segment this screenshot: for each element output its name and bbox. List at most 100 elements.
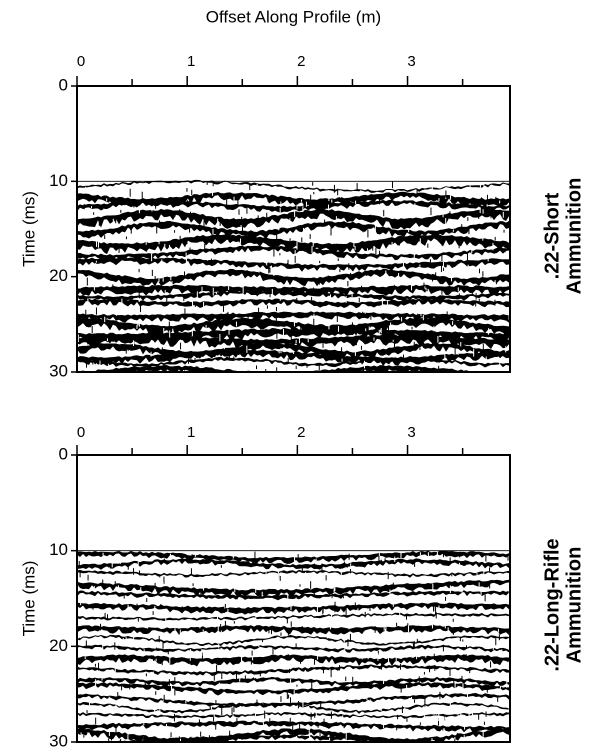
speckle (483, 570, 485, 575)
speckle (387, 300, 389, 306)
speckle (219, 220, 221, 227)
speckle (112, 218, 114, 227)
speckle (396, 622, 398, 627)
speckle (151, 209, 153, 212)
speckle (482, 729, 484, 737)
speckle (154, 708, 156, 715)
speckle (244, 675, 246, 681)
speckle (385, 270, 387, 277)
speckle (229, 278, 231, 284)
speckle (347, 280, 349, 287)
speckle (287, 357, 289, 363)
speckle (322, 608, 324, 613)
speckle (87, 732, 89, 739)
speckle (371, 210, 373, 216)
speckle (419, 338, 421, 346)
speckle (457, 245, 459, 253)
speckle (483, 721, 485, 725)
speckle (369, 606, 371, 612)
speckle (444, 354, 446, 359)
speckle (384, 340, 386, 343)
speckle (78, 560, 80, 569)
speckle (442, 262, 444, 268)
speckle (108, 197, 110, 203)
speckle (115, 703, 117, 708)
speckle (314, 712, 316, 718)
speckle (295, 597, 297, 603)
speckle (86, 710, 88, 714)
speckle (307, 338, 309, 343)
speckle (78, 339, 80, 343)
reflector (77, 365, 507, 372)
speckle (168, 321, 170, 327)
speckle (213, 675, 215, 681)
speckle (463, 735, 465, 738)
speckle (200, 591, 202, 595)
speckle (262, 638, 264, 643)
speckle (390, 322, 392, 326)
speckle (325, 575, 327, 581)
speckle (378, 208, 380, 211)
x-tick-label: 2 (297, 424, 305, 441)
speckle (133, 258, 135, 262)
speckle (472, 712, 474, 720)
speckle (501, 649, 503, 657)
speckle (497, 606, 499, 609)
speckle (183, 297, 185, 302)
speckle (442, 726, 444, 731)
speckle (78, 343, 80, 347)
speckle (302, 286, 304, 291)
reflector (77, 327, 509, 344)
speckle (322, 340, 324, 348)
speckle (192, 583, 194, 587)
speckle (143, 649, 145, 654)
speckle (436, 705, 438, 709)
speckle (342, 595, 344, 599)
speckle (199, 218, 201, 224)
speckle (374, 224, 376, 233)
speckle (346, 565, 348, 568)
speckle (429, 259, 431, 265)
speckle (357, 608, 359, 614)
speckle (446, 311, 448, 317)
speckle (85, 309, 87, 316)
speckle (162, 276, 164, 282)
speckle (442, 644, 444, 652)
speckle (117, 585, 119, 589)
speckle (138, 299, 140, 302)
speckle (246, 345, 248, 353)
speckle (258, 362, 260, 369)
speckle (501, 673, 503, 676)
speckle (396, 634, 398, 642)
reflector (77, 221, 509, 240)
speckle (236, 592, 238, 600)
speckle (369, 699, 371, 706)
speckle (296, 297, 298, 302)
speckle (199, 624, 201, 629)
speckle (118, 334, 120, 339)
speckle (224, 603, 226, 609)
speckle (170, 732, 172, 738)
speckle (143, 734, 145, 742)
speckle (492, 643, 494, 650)
speckle (484, 593, 486, 602)
speckle (431, 186, 433, 193)
speckle (373, 337, 375, 341)
speckle (127, 562, 129, 570)
speckle (341, 347, 343, 355)
speckle (298, 337, 300, 344)
speckle (313, 313, 315, 319)
speckle (440, 265, 442, 272)
speckle (293, 351, 295, 355)
speckle (352, 676, 354, 684)
speckle (414, 708, 416, 714)
speckle (503, 229, 505, 233)
speckle (485, 554, 487, 562)
speckle (405, 333, 407, 342)
speckle (229, 730, 231, 739)
speckle (268, 627, 270, 634)
speckle (119, 559, 121, 564)
speckle (219, 559, 221, 562)
speckle (493, 206, 495, 214)
speckle (270, 265, 272, 270)
